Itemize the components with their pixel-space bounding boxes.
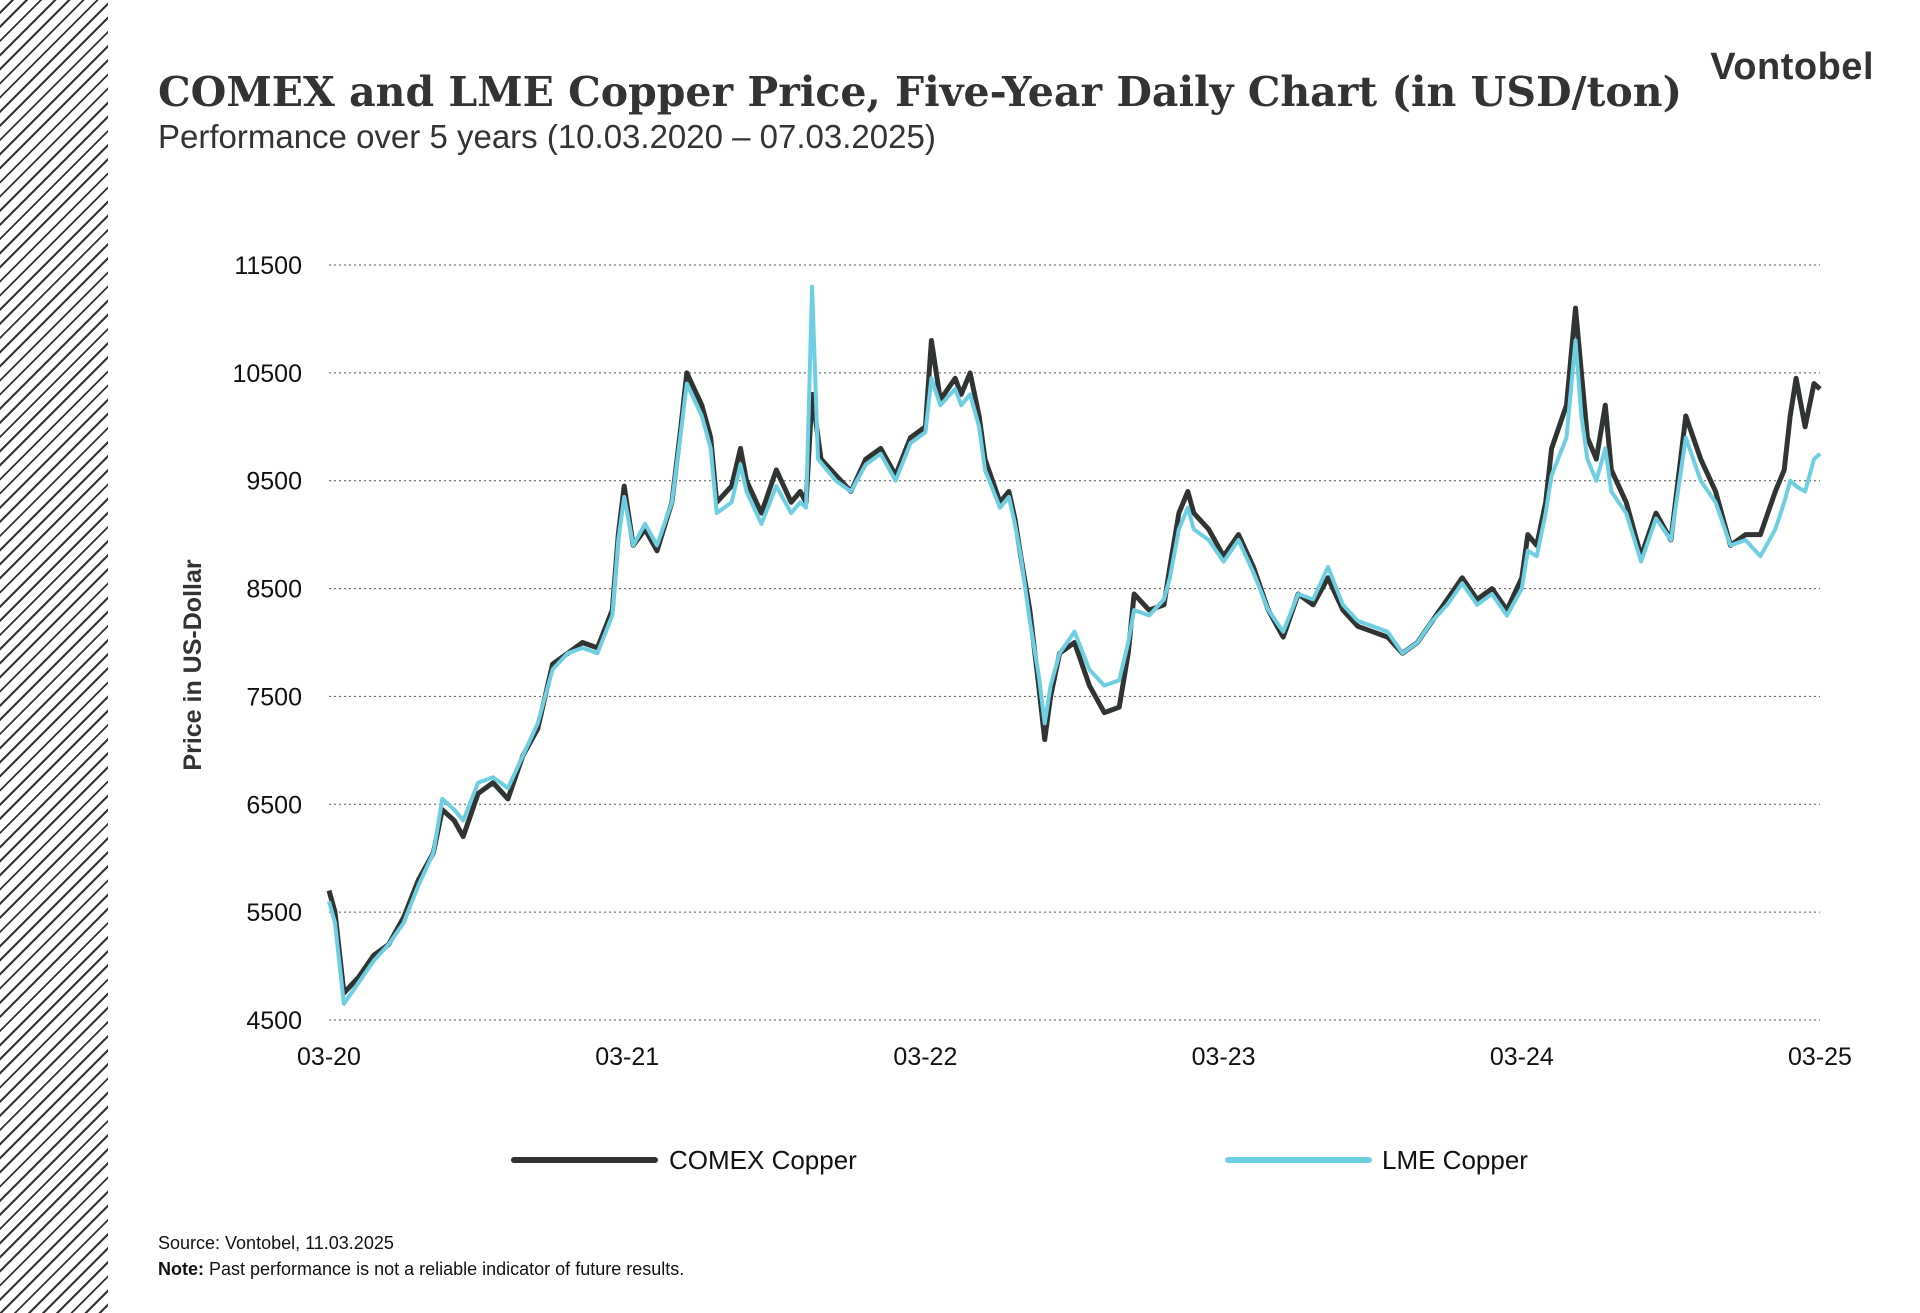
x-axis-ticks: 03-20 03-21 03-22 03-23 03-24 03-25	[297, 1043, 1852, 1071]
y-tick-label: 7500	[246, 683, 302, 711]
legend: COMEX Copper LME Copper	[511, 1145, 1528, 1175]
y-tick-label: 11500	[234, 252, 302, 280]
y-axis-label: Price in US-Dollar	[179, 559, 207, 770]
series-lines	[326, 284, 1822, 1006]
x-tick-label: 03-25	[1788, 1043, 1852, 1071]
source-note: Source: Vontobel, 11.03.2025 Note: Past …	[158, 1230, 684, 1282]
x-tick-label: 03-21	[595, 1043, 659, 1071]
y-tick-label: 6500	[246, 791, 302, 819]
x-tick-label: 03-22	[893, 1043, 957, 1071]
chart-subtitle: Performance over 5 years (10.03.2020 – 0…	[158, 118, 936, 155]
y-tick-label: 5500	[246, 899, 302, 927]
brand-logo: Vontobel	[1710, 46, 1874, 88]
legend-label-lme: LME Copper	[1382, 1145, 1528, 1175]
note-label: Note:	[158, 1259, 204, 1279]
x-tick-label: 03-20	[297, 1043, 361, 1071]
disclaimer-note: Note: Past performance is not a reliable…	[158, 1256, 684, 1282]
y-tick-label: 10500	[232, 360, 302, 388]
legend-label-comex: COMEX Copper	[669, 1145, 857, 1175]
x-tick-label: 03-23	[1192, 1043, 1256, 1071]
hatched-margin-decoration	[0, 0, 108, 1313]
source-text: Source: Vontobel, 11.03.2025	[158, 1233, 394, 1253]
y-tick-label: 4500	[246, 1007, 302, 1035]
y-tick-label: 8500	[246, 576, 302, 604]
y-tick-label: 9500	[246, 468, 302, 496]
y-axis-ticks: 4500 5500 6500 7500 8500 9500 10500 11500	[232, 252, 302, 1035]
series-line-lme	[327, 284, 1822, 1006]
note-text: Past performance is not a reliable indic…	[204, 1259, 685, 1279]
chart-title: COMEX and LME Copper Price, Five-Year Da…	[158, 68, 1682, 116]
x-tick-label: 03-24	[1490, 1043, 1554, 1071]
grid-lines	[329, 264, 1820, 1021]
series-line-comex	[326, 305, 1822, 996]
